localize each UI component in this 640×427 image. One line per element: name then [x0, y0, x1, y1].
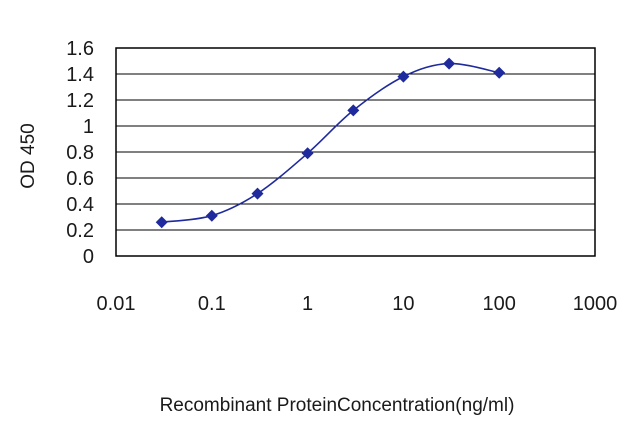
- series-line: [161, 62, 500, 223]
- y-tick-label: 0.8: [66, 142, 94, 164]
- y-tick-labels: 0 0.2 0.4 0.6 0.8 1 1.2 1.4 1.6: [66, 38, 94, 268]
- x-tick-label: 100: [483, 293, 516, 315]
- y-tick-label: 1: [83, 116, 94, 138]
- data-point-marker: [155, 216, 168, 229]
- x-tick-label: 1: [302, 293, 313, 315]
- y-axis-label: OD 450: [18, 123, 39, 188]
- data-point-marker: [443, 57, 456, 70]
- y-tick-label: 0.4: [66, 194, 94, 216]
- x-tick-labels: 0.01 0.1 1 10 100 1000: [97, 293, 618, 315]
- data-point-marker: [347, 104, 360, 117]
- data-point-marker: [205, 209, 218, 222]
- data-point-marker: [301, 147, 314, 160]
- data-point-marker: [251, 187, 264, 200]
- x-tick-label: 1000: [573, 293, 618, 315]
- y-tick-label: 0: [83, 246, 94, 268]
- y-tick-label: 0.2: [66, 220, 94, 242]
- plot-frame: [115, 47, 596, 257]
- gridlines: [116, 73, 595, 231]
- x-tick-label: 0.01: [97, 293, 136, 315]
- y-tick-label: 0.6: [66, 168, 94, 190]
- y-tick-label: 1.4: [66, 64, 94, 86]
- y-tick-label: 1.6: [66, 38, 94, 60]
- data-point-marker: [397, 70, 410, 83]
- data-point-marker: [493, 66, 506, 79]
- data-series: [155, 57, 506, 229]
- y-tick-label: 1.2: [66, 90, 94, 112]
- x-tick-label: 0.1: [198, 293, 226, 315]
- x-axis-label: Recombinant ProteinConcentration(ng/ml): [160, 395, 515, 416]
- x-tick-label: 10: [392, 293, 414, 315]
